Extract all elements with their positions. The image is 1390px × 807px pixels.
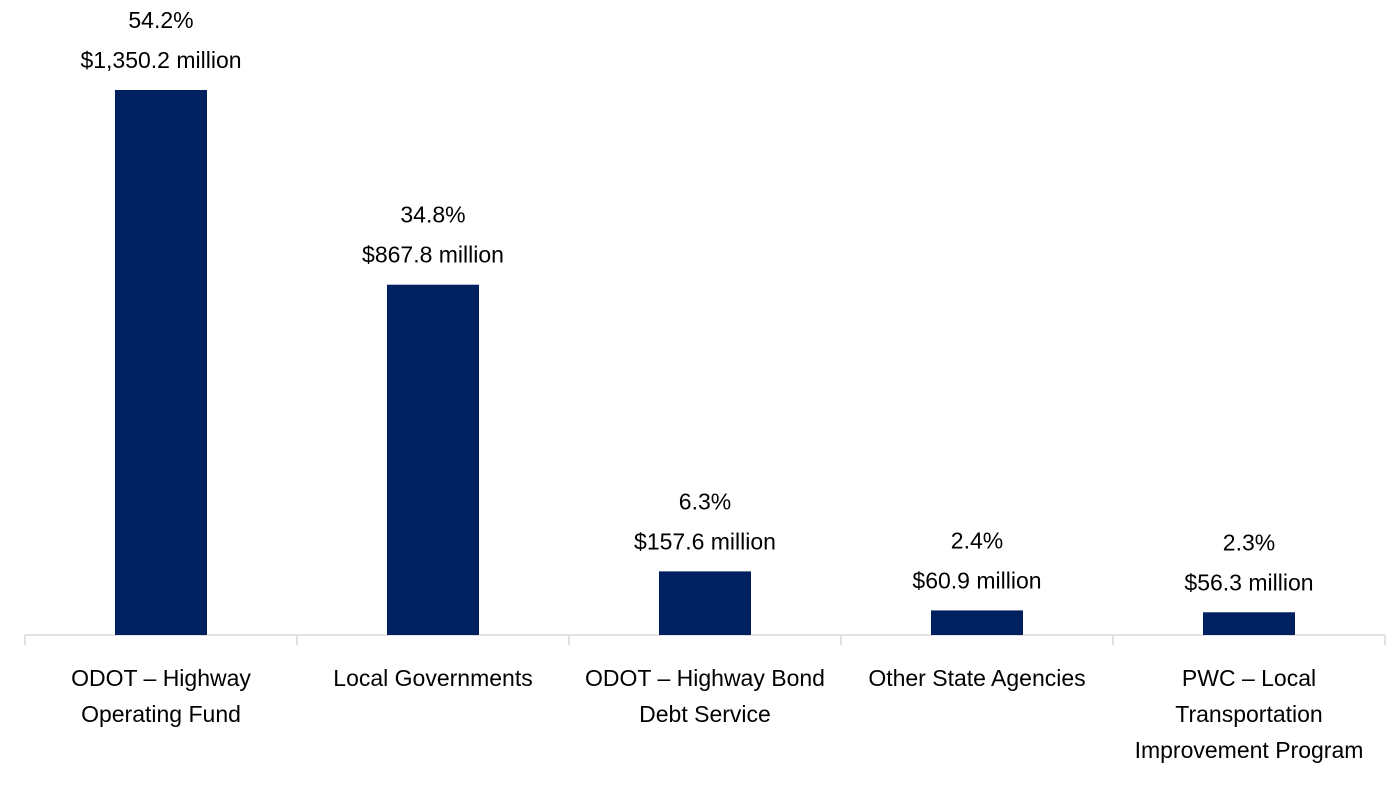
bar bbox=[1203, 612, 1295, 635]
x-tick-label: ODOT – Highway Operating Fund bbox=[71, 665, 251, 727]
share-label: 2.3% bbox=[1223, 529, 1275, 555]
value-label: $867.8 million bbox=[362, 242, 504, 268]
x-tick-label: PWC – Local Transportation Improvement P… bbox=[1134, 665, 1364, 763]
x-tick-label: ODOT – Highway Bond Debt Service bbox=[585, 665, 825, 727]
bar bbox=[931, 610, 1023, 635]
share-label: 54.2% bbox=[128, 7, 193, 33]
share-label: 6.3% bbox=[679, 488, 731, 514]
x-tick-label: Other State Agencies bbox=[868, 665, 1086, 691]
value-label: $60.9 million bbox=[912, 567, 1041, 593]
share-label: 34.8% bbox=[400, 202, 465, 228]
value-label: $157.6 million bbox=[634, 528, 776, 554]
share-label: 2.4% bbox=[951, 527, 1003, 553]
bar bbox=[115, 90, 207, 635]
bar bbox=[659, 571, 751, 635]
value-label: $56.3 million bbox=[1184, 569, 1313, 595]
x-tick-label: Local Governments bbox=[333, 665, 533, 691]
bar bbox=[387, 284, 479, 635]
value-label: $1,350.2 million bbox=[80, 47, 241, 73]
